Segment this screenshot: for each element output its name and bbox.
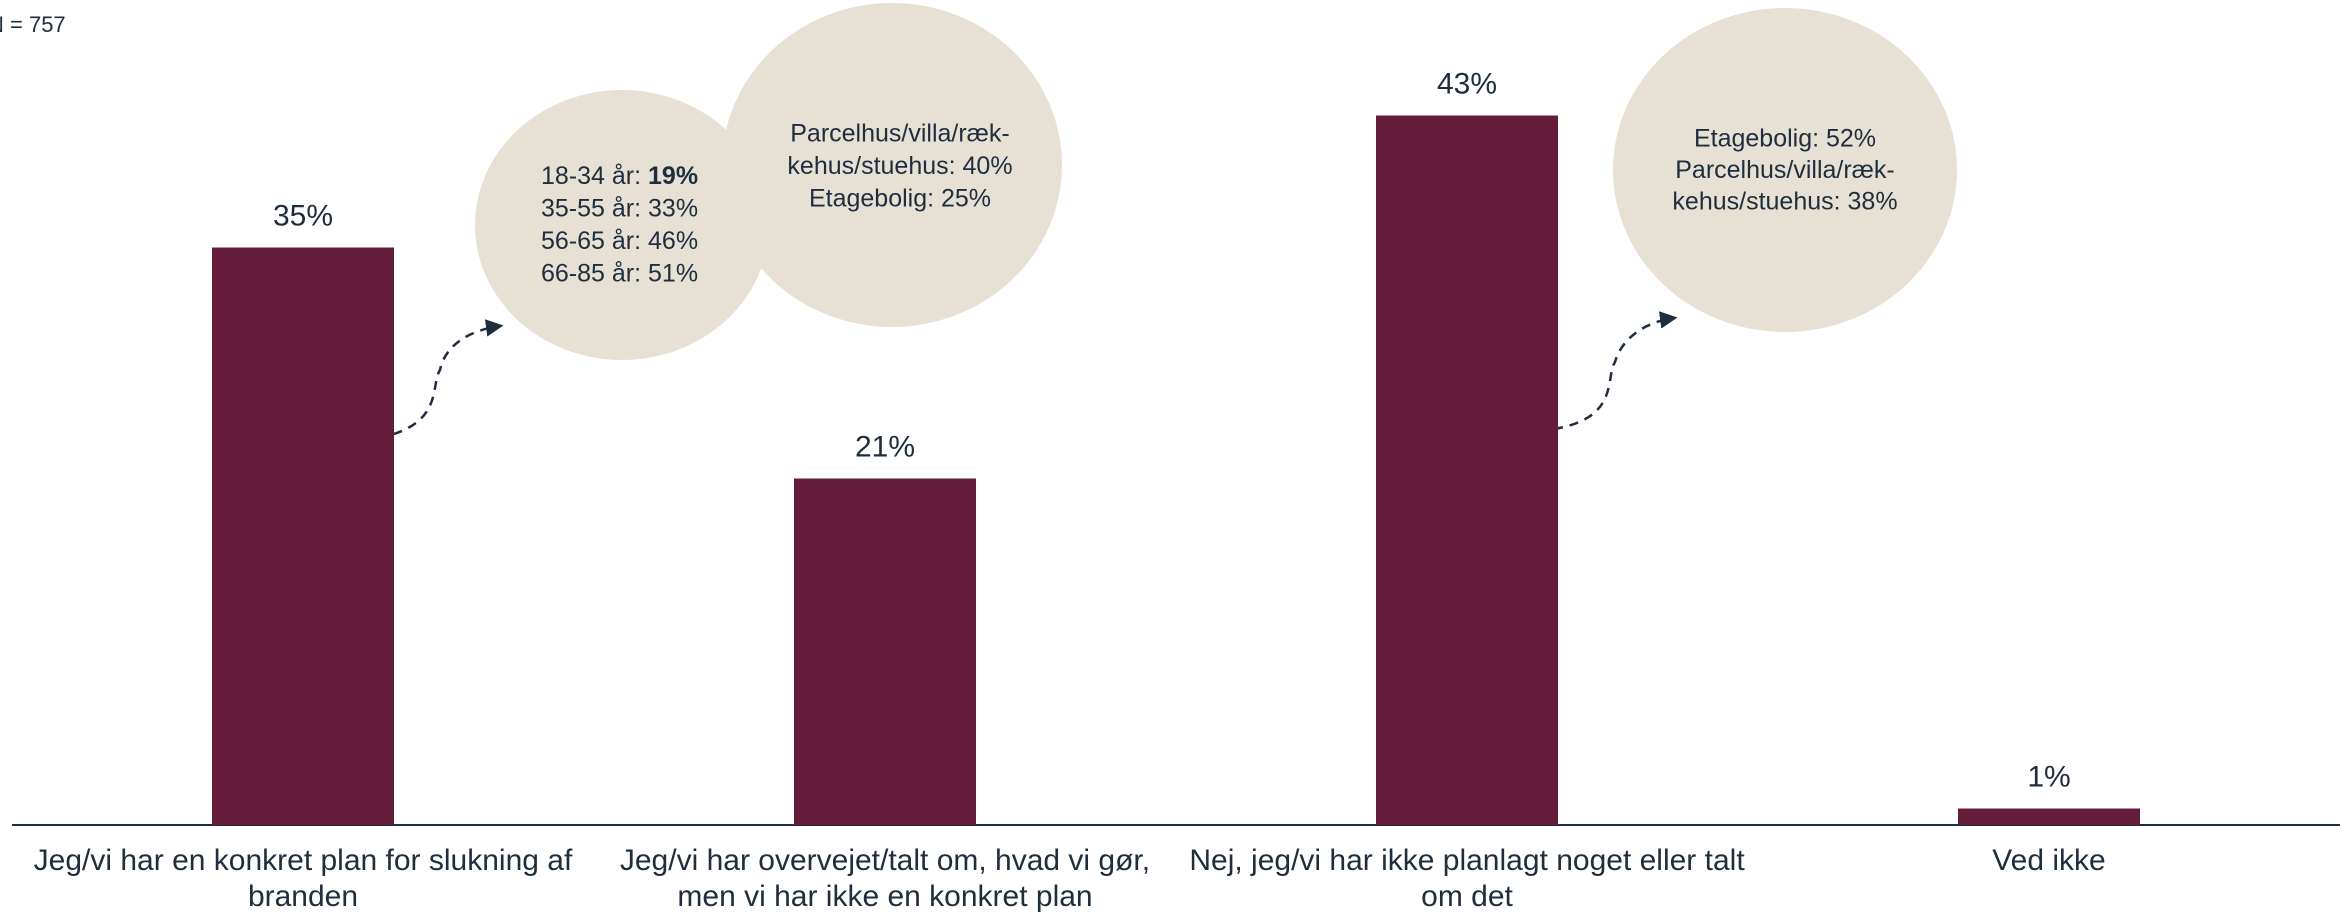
x-label-box: Jeg/vi har overvejet/talt om, hvad vi gø… — [619, 844, 1151, 913]
x-tick-label: Nej, jeg/vi har ikke planlagt noget elle… — [1189, 844, 1745, 913]
annotation-line: kehus/stuehus: 40% — [787, 152, 1012, 180]
annotation-line: 18-34 år: 19% — [541, 162, 698, 190]
annotation-line: 56-65 år: 46% — [541, 227, 698, 255]
annotation-line: kehus/stuehus: 38% — [1672, 188, 1897, 216]
annotation-line: Etagebolig: 52% — [1694, 125, 1876, 153]
bubble — [722, 3, 1062, 327]
arrow — [1553, 311, 1678, 431]
x-label-box: Ved ikke — [1992, 844, 2106, 877]
annotation-line: Parcelhus/villa/ræk- — [1675, 156, 1895, 184]
annotation-line: 66-85 år: 51% — [541, 260, 698, 288]
value-label: 21% — [855, 430, 915, 463]
annotation-line: Parcelhus/villa/ræk- — [790, 120, 1010, 148]
annotation-text: 18-34 år: — [541, 162, 648, 190]
bubble — [1613, 8, 1957, 332]
bar — [212, 247, 394, 825]
annotation-line: 35-55 år: 33% — [541, 194, 698, 222]
x-tick-label: Ved ikke — [1992, 844, 2106, 877]
x-label-box: Jeg/vi har en konkret plan for slukning … — [33, 844, 573, 913]
x-tick-label: Jeg/vi har overvejet/talt om, hvad vi gø… — [619, 844, 1151, 913]
bubble — [475, 90, 769, 360]
x-tick-label: Jeg/vi har en konkret plan for slukning … — [33, 844, 573, 913]
bar — [1958, 808, 2140, 825]
x-label-box: Nej, jeg/vi har ikke planlagt noget elle… — [1189, 844, 1745, 913]
annotation-emphasis: 19% — [648, 162, 698, 190]
bar — [1376, 115, 1558, 825]
sample-note: N = 757 — [0, 12, 66, 37]
annotation-line: Etagebolig: 25% — [809, 185, 991, 213]
value-label: 1% — [2027, 760, 2070, 793]
value-label: 43% — [1437, 67, 1497, 100]
bar — [794, 478, 976, 825]
value-label: 35% — [273, 199, 333, 232]
arrow — [377, 319, 504, 440]
